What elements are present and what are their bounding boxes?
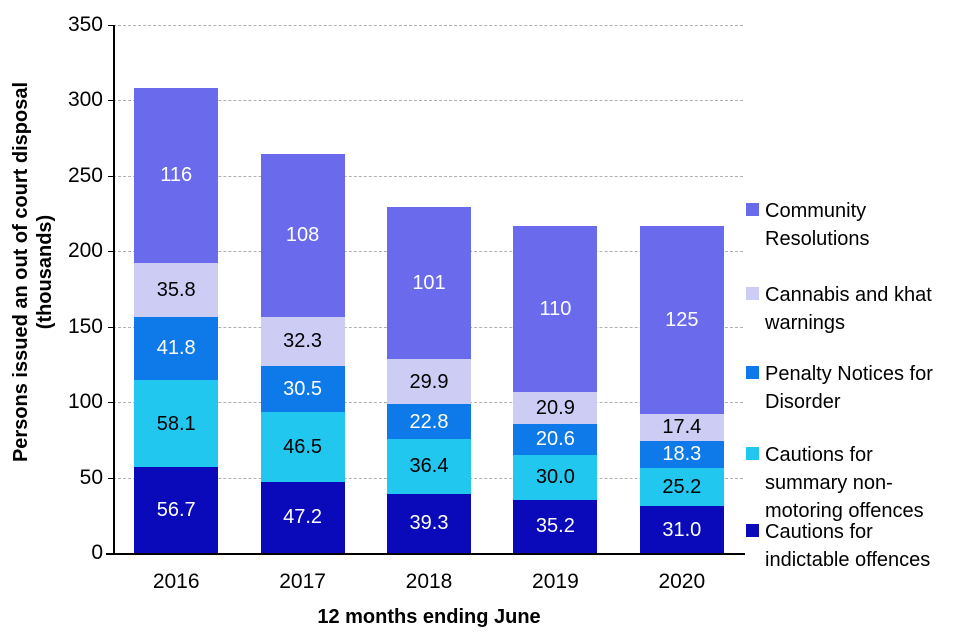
bar-value-label: 22.8: [409, 410, 449, 433]
y-axis-line: [113, 25, 115, 553]
bar-value-label: 30.5: [283, 377, 323, 400]
legend-item-penalty-notices-for-disorder: Penalty Notices for Disorder: [746, 360, 958, 416]
y-tick-mark: [108, 100, 113, 102]
legend-swatch: [746, 366, 759, 379]
legend-label: Penalty Notices for Disorder: [765, 363, 933, 413]
legend-item-community-resolutions: Community Resolutions: [746, 197, 958, 253]
legend-label: Community Resolutions: [765, 200, 870, 250]
y-tick-label: 100: [67, 390, 103, 414]
x-tick-label: 2018: [405, 570, 453, 593]
bar-segment-cautions-for-summary-non-motoring-offences: 46.5: [260, 411, 345, 482]
bar-segment-penalty-notices-for-disorder: 30.5: [260, 365, 345, 412]
legend-swatch: [746, 447, 759, 460]
legend-swatch: [746, 287, 759, 300]
y-tick-label: 200: [67, 239, 103, 263]
y-gridline: [113, 100, 743, 102]
bar-segment-cautions-for-indictable-offences: 47.2: [260, 481, 345, 553]
bar-value-label: 35.2: [535, 515, 575, 538]
y-tick-mark: [108, 175, 113, 177]
bar-value-label: 125: [665, 309, 699, 332]
x-tick-label: 2019: [532, 570, 579, 593]
y-tick-label: 0: [91, 541, 103, 564]
y-gridline: [113, 175, 743, 177]
bar-value-label: 101: [412, 272, 446, 295]
bar-value-label: 18.3: [662, 443, 702, 466]
bar-value-label: 58.1: [156, 412, 196, 435]
bar-value-label: 110: [539, 298, 572, 321]
bar-segment-community-resolutions: 116: [134, 87, 219, 263]
legend-label: Cannabis and khat warnings: [765, 284, 932, 334]
bar-segment-cautions-for-indictable-offences: 31.0: [639, 506, 724, 553]
bar-value-label: 25.2: [662, 476, 702, 499]
legend-item-cautions-for-summary-non-motoring-offences: Cautions for summary non- motoring offen…: [746, 441, 958, 525]
bar-value-label: 32.3: [283, 330, 323, 353]
bar-value-label: 30.0: [535, 466, 575, 489]
bar-segment-cannabis-and-khat-warnings: 29.9: [387, 359, 471, 405]
bar-value-label: 108: [285, 224, 320, 247]
bar-segment-community-resolutions: 101: [387, 206, 471, 360]
x-tick-label: 2016: [152, 570, 200, 593]
y-tick-label: 150: [67, 314, 103, 338]
bar-segment-cannabis-and-khat-warnings: 35.8: [134, 262, 219, 317]
bar-value-label: 29.9: [409, 370, 449, 393]
bar-value-label: 36.4: [409, 455, 449, 478]
y-tick-label: 50: [79, 465, 103, 489]
bar-segment-cautions-for-summary-non-motoring-offences: 25.2: [639, 468, 724, 507]
y-tick-label: 300: [67, 88, 103, 112]
bar-value-label: 47.2: [283, 506, 323, 529]
y-tick-label: 250: [67, 163, 103, 187]
bar-segment-cannabis-and-khat-warnings: 17.4: [639, 414, 724, 441]
bar-segment-cautions-for-indictable-offences: 35.2: [513, 499, 598, 553]
legend-item-cannabis-and-khat-warnings: Cannabis and khat warnings: [746, 281, 958, 337]
bar-value-label: 31.0: [662, 518, 702, 541]
y-gridline: [113, 25, 743, 26]
bar-value-label: 46.5: [283, 435, 323, 458]
bar-segment-cautions-for-summary-non-motoring-offences: 36.4: [387, 438, 471, 494]
bar-segment-cautions-for-summary-non-motoring-offences: 58.1: [134, 379, 219, 468]
x-axis-title: 12 months ending June: [317, 606, 541, 628]
bar-segment-cautions-for-summary-non-motoring-offences: 30.0: [513, 454, 598, 500]
bar-segment-penalty-notices-for-disorder: 18.3: [639, 440, 724, 469]
bar-segment-cannabis-and-khat-warnings: 32.3: [260, 316, 345, 366]
bar-segment-cannabis-and-khat-warnings: 20.9: [513, 392, 598, 424]
y-tick-mark: [108, 326, 113, 328]
legend-swatch: [746, 524, 759, 537]
y-tick-label: 350: [67, 13, 103, 36]
x-tick-label: 2017: [279, 570, 326, 593]
y-tick-mark: [108, 402, 113, 404]
legend-label: Cautions for indictable offences: [765, 521, 931, 571]
bar-value-label: 35.8: [156, 278, 196, 301]
x-axis-line: [106, 553, 745, 555]
bar-value-label: 116: [160, 164, 193, 187]
bar-segment-community-resolutions: 108: [260, 153, 345, 317]
bar-segment-penalty-notices-for-disorder: 41.8: [134, 316, 219, 380]
bar-value-label: 41.8: [156, 337, 196, 360]
bar-segment-cautions-for-indictable-offences: 56.7: [134, 467, 219, 553]
legend-swatch: [746, 203, 759, 216]
bar-value-label: 56.7: [156, 499, 196, 522]
bar-segment-community-resolutions: 125: [639, 225, 724, 415]
legend-label: Cautions for summary non- motoring offen…: [765, 444, 924, 522]
bar-value-label: 39.3: [409, 512, 449, 535]
bar-segment-cautions-for-indictable-offences: 39.3: [387, 493, 471, 553]
x-tick-label: 2020: [658, 570, 706, 593]
bar-value-label: 17.4: [662, 416, 702, 439]
bar-segment-penalty-notices-for-disorder: 20.6: [513, 423, 598, 455]
y-tick-mark: [108, 251, 113, 253]
bar-segment-community-resolutions: 110: [513, 226, 598, 393]
legend-item-cautions-for-indictable-offences: Cautions for indictable offences: [746, 518, 958, 574]
bar-value-label: 20.6: [535, 428, 575, 451]
y-tick-mark: [108, 25, 113, 26]
y-tick-mark: [108, 477, 113, 479]
bar-segment-penalty-notices-for-disorder: 22.8: [387, 404, 471, 439]
bar-value-label: 20.9: [535, 396, 575, 419]
